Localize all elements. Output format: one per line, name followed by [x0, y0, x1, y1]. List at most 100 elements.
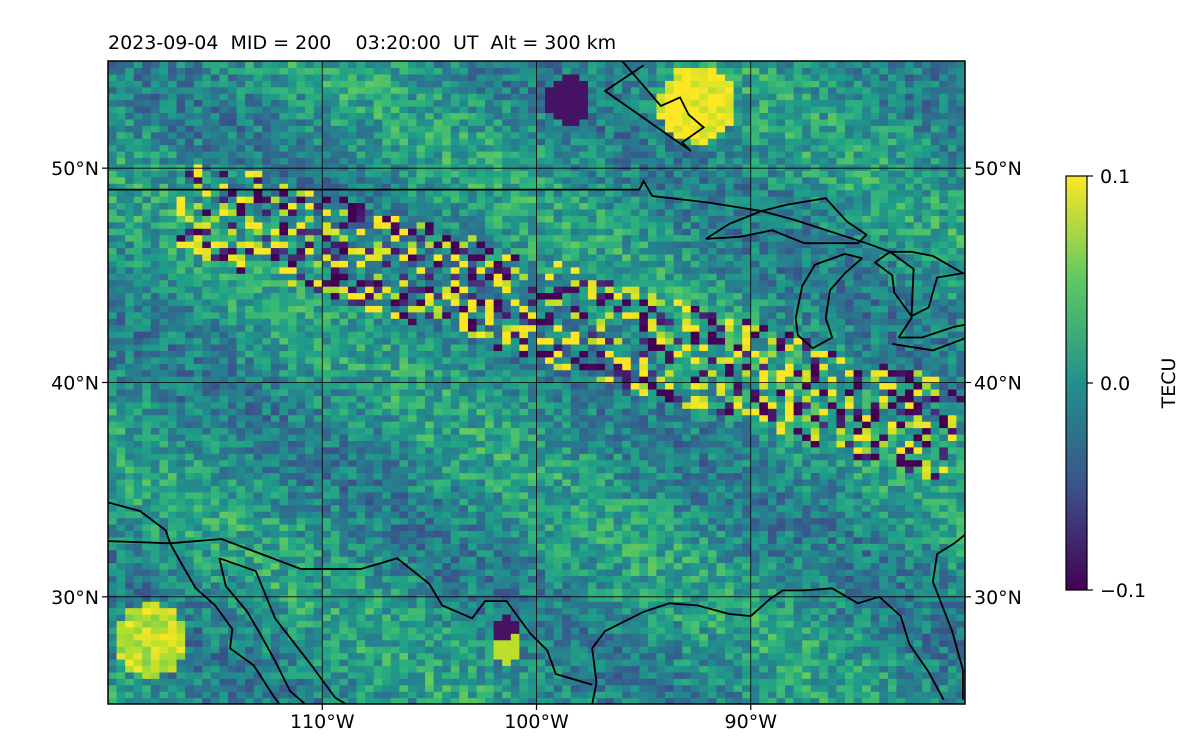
heatmap-cell [887, 575, 898, 583]
heatmap-cell [407, 691, 418, 699]
heatmap-cell [656, 575, 666, 583]
heatmap-cell [365, 466, 375, 474]
heatmap-cell [605, 601, 615, 609]
heatmap-cell [853, 523, 863, 531]
heatmap-cell [167, 633, 178, 641]
heatmap-cell [716, 446, 726, 454]
heatmap-cell [870, 691, 880, 699]
heatmap-cell [673, 427, 683, 435]
heatmap-cell [810, 684, 820, 692]
heatmap-cell [579, 652, 589, 660]
heatmap-cell [553, 562, 563, 570]
heatmap-cell [150, 658, 161, 667]
heatmap-cell [262, 517, 272, 525]
heatmap-cell [493, 549, 503, 557]
heatmap-cell [519, 568, 529, 576]
heatmap-cell [347, 639, 358, 647]
heatmap-cell [922, 498, 932, 506]
heatmap-cell [330, 562, 340, 570]
heatmap-cell [579, 588, 589, 596]
heatmap-cell [853, 491, 863, 499]
heatmap-cell [373, 613, 383, 622]
heatmap-cell [510, 568, 520, 576]
heatmap-cell [742, 543, 752, 551]
heatmap-cell [176, 466, 186, 474]
heatmap-cell [459, 446, 469, 454]
heatmap-cell [150, 556, 161, 564]
heatmap-cell [108, 556, 118, 564]
heatmap-cell [236, 575, 246, 583]
heatmap-cell [502, 498, 512, 506]
heatmap-cell [467, 485, 478, 493]
heatmap-cell [707, 433, 718, 441]
heatmap-cell [553, 588, 563, 596]
heatmap-cell [613, 575, 623, 583]
heatmap-cell [750, 620, 760, 628]
heatmap-cell [433, 511, 443, 519]
heatmap-cell [716, 433, 726, 441]
heatmap-cell [159, 459, 169, 467]
heatmap-cell [879, 408, 889, 416]
heatmap-cell [716, 421, 726, 429]
heatmap-cell [639, 388, 649, 396]
heatmap-cell [536, 511, 546, 519]
heatmap-cell [476, 414, 486, 422]
heatmap-cell [665, 478, 675, 486]
heatmap-cell [227, 414, 238, 422]
heatmap-cell [519, 440, 529, 448]
heatmap-cell [185, 613, 195, 622]
heatmap-cell [570, 440, 580, 448]
heatmap-cell [570, 575, 580, 583]
heatmap-cell [467, 478, 478, 486]
heatmap-cell [939, 440, 949, 448]
heatmap-cell [836, 388, 846, 396]
heatmap-cell [442, 466, 452, 474]
heatmap-cell [767, 408, 778, 416]
heatmap-cell [476, 562, 486, 570]
heatmap-cell [330, 633, 340, 641]
heatmap-cell [947, 498, 958, 506]
heatmap-cell [870, 678, 880, 686]
heatmap-cell [639, 594, 649, 602]
heatmap-cell [553, 639, 563, 647]
heatmap-cell [382, 646, 392, 654]
heatmap-cell [467, 427, 478, 435]
heatmap-cell [570, 691, 580, 699]
heatmap-cell [819, 588, 829, 596]
heatmap-cell [450, 639, 460, 647]
heatmap-cell [150, 652, 161, 660]
heatmap-cell [116, 536, 126, 544]
heatmap-cell [305, 601, 315, 609]
heatmap-cell [682, 536, 692, 544]
heatmap-cell [956, 633, 965, 641]
heatmap-cell [176, 421, 186, 429]
heatmap-cell [725, 536, 735, 544]
heatmap-cell [836, 523, 846, 531]
heatmap-cell [433, 427, 443, 435]
heatmap-cell [245, 633, 255, 641]
heatmap-cell [399, 626, 409, 634]
heatmap-cell [382, 601, 392, 609]
heatmap-cell [785, 421, 795, 429]
heatmap-cell [905, 466, 915, 474]
heatmap-cell [707, 466, 718, 474]
heatmap-cell [365, 575, 375, 583]
heatmap-cell [887, 382, 898, 390]
heatmap-cell [176, 613, 186, 622]
heatmap-cell [553, 408, 563, 416]
heatmap-cell [176, 633, 186, 641]
heatmap-cell [707, 414, 718, 422]
heatmap-cell [425, 639, 435, 647]
heatmap-cell [536, 498, 546, 506]
heatmap-cell [733, 485, 743, 493]
heatmap-cell [476, 517, 486, 525]
heatmap-cell [356, 472, 366, 480]
heatmap-cell [767, 498, 778, 506]
heatmap-cell [390, 485, 400, 493]
heatmap-cell [519, 472, 529, 480]
heatmap-cell [562, 684, 572, 692]
heatmap-cell [365, 498, 375, 506]
heatmap-cell [416, 684, 426, 692]
heatmap-cell [339, 421, 349, 429]
heatmap-cell [870, 620, 880, 628]
